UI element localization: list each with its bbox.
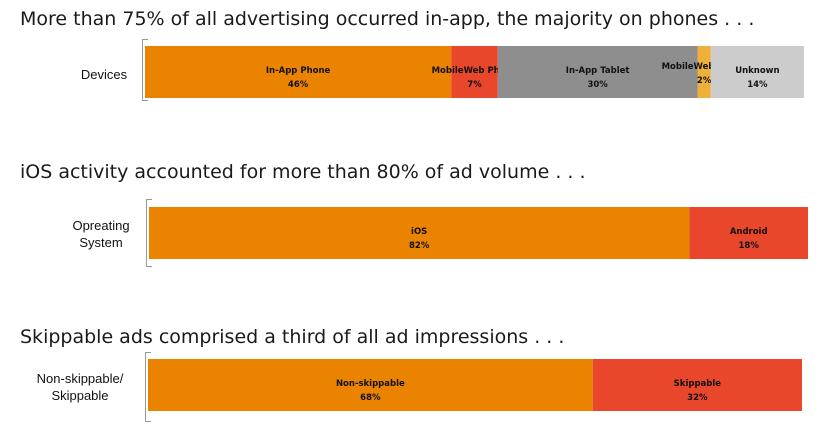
bar-segment-unknown bbox=[710, 46, 804, 98]
row-bracket-skippable bbox=[145, 352, 151, 422]
bar-segment-skippable bbox=[592, 359, 802, 411]
chart-title-devices: More than 75% of all advertising occurre… bbox=[20, 8, 755, 30]
segment-value-android: 18% bbox=[739, 241, 760, 251]
segment-value-unknown: 14% bbox=[747, 80, 768, 90]
segment-value-mobileweb-tablet: 2% bbox=[697, 76, 712, 86]
row-bracket-devices bbox=[142, 39, 148, 101]
stacked-bar-skippable: Non-skippable 68% Skippable 32% bbox=[148, 359, 802, 411]
segment-label-ios: iOS bbox=[411, 227, 427, 237]
segment-label-unknown: Unknown bbox=[735, 66, 779, 76]
bar-segment-mobileweb-phone bbox=[451, 46, 498, 98]
segment-value-in-app-tablet: 30% bbox=[587, 80, 608, 90]
bar-segment-in-app-tablet bbox=[497, 46, 698, 98]
bar-segment-android bbox=[689, 207, 808, 259]
stacked-bar-os: iOS 82% Android 18% bbox=[149, 207, 808, 259]
bar-segment-in-app-phone bbox=[145, 46, 452, 98]
segment-value-skippable: 32% bbox=[687, 393, 708, 403]
segment-label-non-skippable: Non-skippable bbox=[336, 379, 405, 389]
segment-label-mobileweb-phone: MobileWeb Phone bbox=[432, 66, 518, 76]
segment-value-in-app-phone: 46% bbox=[288, 80, 309, 90]
segment-label-mobileweb-tablet: MobileWeb Tablet bbox=[662, 62, 747, 72]
bar-segment-ios bbox=[149, 207, 690, 259]
segment-value-non-skippable: 68% bbox=[360, 393, 381, 403]
row-label-os: Opreating System bbox=[72, 218, 130, 250]
segment-value-mobileweb-phone: 7% bbox=[467, 80, 482, 90]
bar-segment-mobileweb-tablet bbox=[697, 46, 711, 98]
row-label-devices: Devices bbox=[80, 67, 128, 82]
bar-segment-non-skippable bbox=[148, 359, 593, 411]
segment-label-in-app-tablet: In-App Tablet bbox=[566, 66, 630, 76]
segment-label-skippable: Skippable bbox=[674, 379, 722, 389]
row-label-skippable: Non-skippable/ Skippable bbox=[36, 371, 124, 403]
segment-label-android: Android bbox=[730, 227, 768, 237]
segment-label-in-app-phone: In-App Phone bbox=[266, 66, 331, 76]
stacked-bar-devices: In-App Phone 46% MobileWeb Phone 7% In-App T… bbox=[145, 46, 804, 98]
segment-value-ios: 82% bbox=[409, 241, 430, 251]
chart-title-os: iOS activity accounted for more than 80%… bbox=[20, 161, 586, 183]
row-bracket-os bbox=[146, 199, 152, 267]
chart-title-skippable: Skippable ads comprised a third of all a… bbox=[20, 326, 565, 348]
